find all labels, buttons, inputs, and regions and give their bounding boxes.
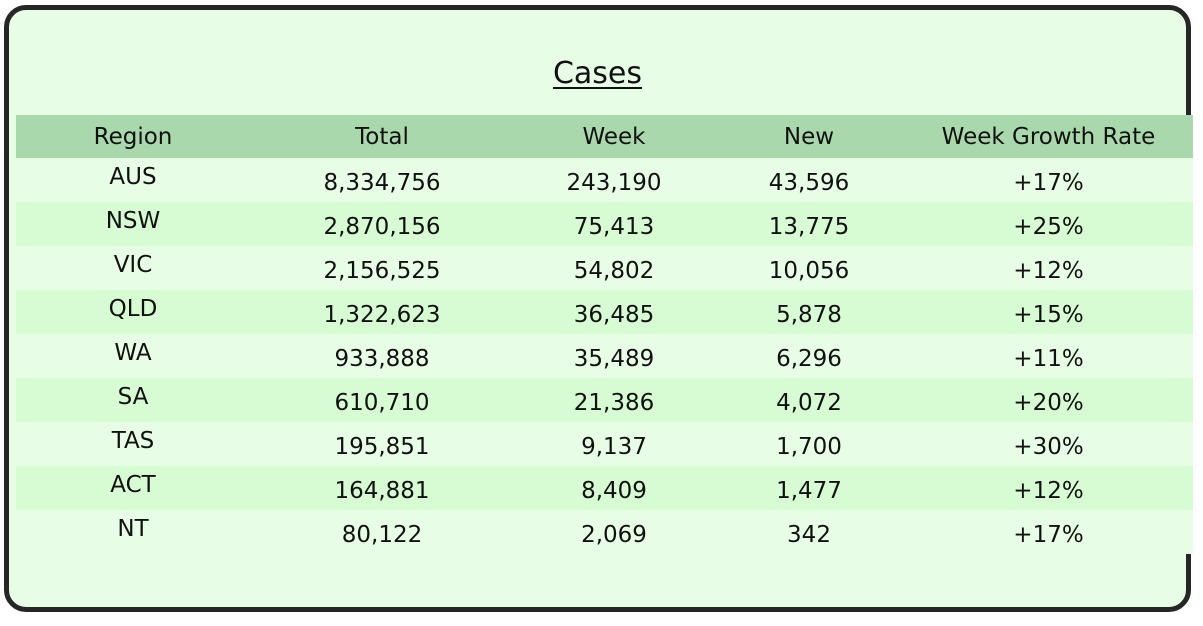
cases-table: Region Total Week New Week Growth Rate A…: [16, 115, 1193, 554]
cell-total: 2,870,156: [323, 214, 441, 240]
header-region: Region: [93, 123, 173, 150]
cell-week: 35,489: [573, 346, 655, 372]
table-row: VIC 2,156,525 54,802 10,056 +12%: [16, 246, 1193, 290]
cell-new: 13,775: [768, 214, 850, 240]
cell-region: ACT: [110, 472, 156, 498]
cell-week: 75,413: [573, 214, 655, 240]
cell-total: 610,710: [334, 390, 430, 416]
cell-region: WA: [114, 340, 152, 366]
cell-region: TAS: [111, 428, 155, 454]
table-body: AUS 8,334,756 243,190 43,596 +17% NSW 2,…: [16, 158, 1193, 554]
cell-growth: +25%: [1013, 214, 1084, 240]
cell-new: 4,072: [776, 390, 842, 416]
cell-growth: +30%: [1013, 434, 1084, 460]
cell-growth: +15%: [1013, 302, 1084, 328]
header-new: New: [783, 123, 835, 150]
table-row: SA 610,710 21,386 4,072 +20%: [16, 378, 1193, 422]
cell-new: 43,596: [768, 170, 850, 196]
table-row: NT 80,122 2,069 342 +17%: [16, 510, 1193, 554]
cell-total: 8,334,756: [323, 170, 441, 196]
cell-growth: +20%: [1013, 390, 1084, 416]
header-week: Week: [582, 123, 646, 150]
cell-total: 1,322,623: [323, 302, 441, 328]
table-row: ACT 164,881 8,409 1,477 +12%: [16, 466, 1193, 510]
table-row: NSW 2,870,156 75,413 13,775 +25%: [16, 202, 1193, 246]
cell-region: VIC: [113, 252, 153, 278]
cell-week: 243,190: [566, 170, 662, 196]
cell-new: 6,296: [776, 346, 842, 372]
cell-week: 2,069: [581, 522, 647, 548]
cell-total: 2,156,525: [323, 258, 441, 284]
cell-region: SA: [117, 384, 149, 410]
cell-region: AUS: [109, 164, 157, 190]
cell-new: 10,056: [768, 258, 850, 284]
cell-growth: +17%: [1013, 522, 1084, 548]
cell-week: 54,802: [573, 258, 655, 284]
table-row: WA 933,888 35,489 6,296 +11%: [16, 334, 1193, 378]
table-row: AUS 8,334,756 243,190 43,596 +17%: [16, 158, 1193, 202]
cell-new: 342: [787, 522, 831, 548]
page-title: Cases: [552, 56, 643, 91]
cell-new: 1,477: [776, 478, 842, 504]
header-week-growth-rate: Week Growth Rate: [941, 123, 1156, 150]
cell-new: 1,700: [776, 434, 842, 460]
cell-new: 5,878: [776, 302, 842, 328]
cell-total: 933,888: [334, 346, 430, 372]
cell-region: QLD: [108, 296, 158, 322]
cell-region: NT: [117, 516, 149, 542]
cell-growth: +12%: [1013, 478, 1084, 504]
table-header: Region Total Week New Week Growth Rate: [16, 115, 1193, 158]
table-row: TAS 195,851 9,137 1,700 +30%: [16, 422, 1193, 466]
cell-growth: +11%: [1013, 346, 1084, 372]
cell-week: 36,485: [573, 302, 655, 328]
header-row: Region Total Week New Week Growth Rate: [16, 115, 1193, 158]
table-row: QLD 1,322,623 36,485 5,878 +15%: [16, 290, 1193, 334]
cell-region: NSW: [105, 208, 161, 234]
cell-total: 195,851: [334, 434, 430, 460]
cell-week: 21,386: [573, 390, 655, 416]
cell-growth: +12%: [1013, 258, 1084, 284]
header-total: Total: [355, 123, 409, 150]
cell-total: 164,881: [334, 478, 430, 504]
cell-growth: +17%: [1013, 170, 1084, 196]
cell-total: 80,122: [341, 522, 423, 548]
cell-week: 9,137: [581, 434, 647, 460]
cases-card: Cases Region Total Week New Week Growth …: [4, 5, 1193, 612]
cell-week: 8,409: [581, 478, 647, 504]
